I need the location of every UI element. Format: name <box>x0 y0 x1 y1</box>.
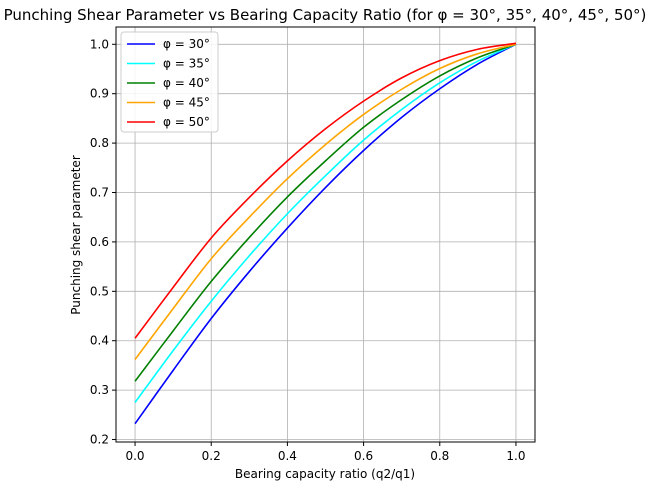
y-tick-label: 0.5 <box>90 284 109 298</box>
y-tick-label: 0.2 <box>90 433 109 447</box>
x-axis-ticks: 0.0 0.2 0.4 0.6 0.8 1.0 <box>125 442 526 463</box>
plot-frame <box>115 26 536 443</box>
legend-label: φ = 40° <box>163 76 210 90</box>
y-axis-ticks: 0.2 0.3 0.4 0.5 0.6 0.7 0.8 0.9 1.0 <box>90 37 116 447</box>
x-tick-label: 0.4 <box>278 449 297 463</box>
plot-lines <box>134 42 517 425</box>
series-line <box>134 43 517 403</box>
x-tick-label: 0.8 <box>430 449 449 463</box>
x-tick-label: 0.6 <box>354 449 373 463</box>
y-tick-label: 0.3 <box>90 383 109 397</box>
legend-box <box>120 31 219 133</box>
legend-label: φ = 35° <box>163 57 210 71</box>
y-tick-label: 1.0 <box>90 37 109 51</box>
legend: φ = 30° φ = 35° φ = 40° φ = 45° φ = 50° <box>120 31 219 133</box>
x-tick-label: 1.0 <box>506 449 525 463</box>
y-tick-label: 0.4 <box>90 334 109 348</box>
chart-title: Punching Shear Parameter vs Bearing Capa… <box>4 6 647 24</box>
series-line <box>134 43 517 382</box>
series-line <box>134 43 517 360</box>
grid-lines <box>116 27 535 442</box>
legend-label: φ = 50° <box>163 115 210 129</box>
y-tick-label: 0.8 <box>90 136 109 150</box>
y-tick-label: 0.9 <box>90 87 109 101</box>
x-tick-label: 0.0 <box>125 449 144 463</box>
x-axis-label: Bearing capacity ratio (q2/q1) <box>235 467 415 481</box>
y-axis-label: Punching shear parameter <box>69 155 83 315</box>
legend-label: φ = 45° <box>163 96 210 110</box>
series-line <box>134 43 517 425</box>
x-tick-label: 0.2 <box>202 449 221 463</box>
legend-label: φ = 30° <box>163 37 210 51</box>
y-tick-label: 0.6 <box>90 235 109 249</box>
y-tick-label: 0.7 <box>90 186 109 200</box>
series-line <box>134 42 517 339</box>
